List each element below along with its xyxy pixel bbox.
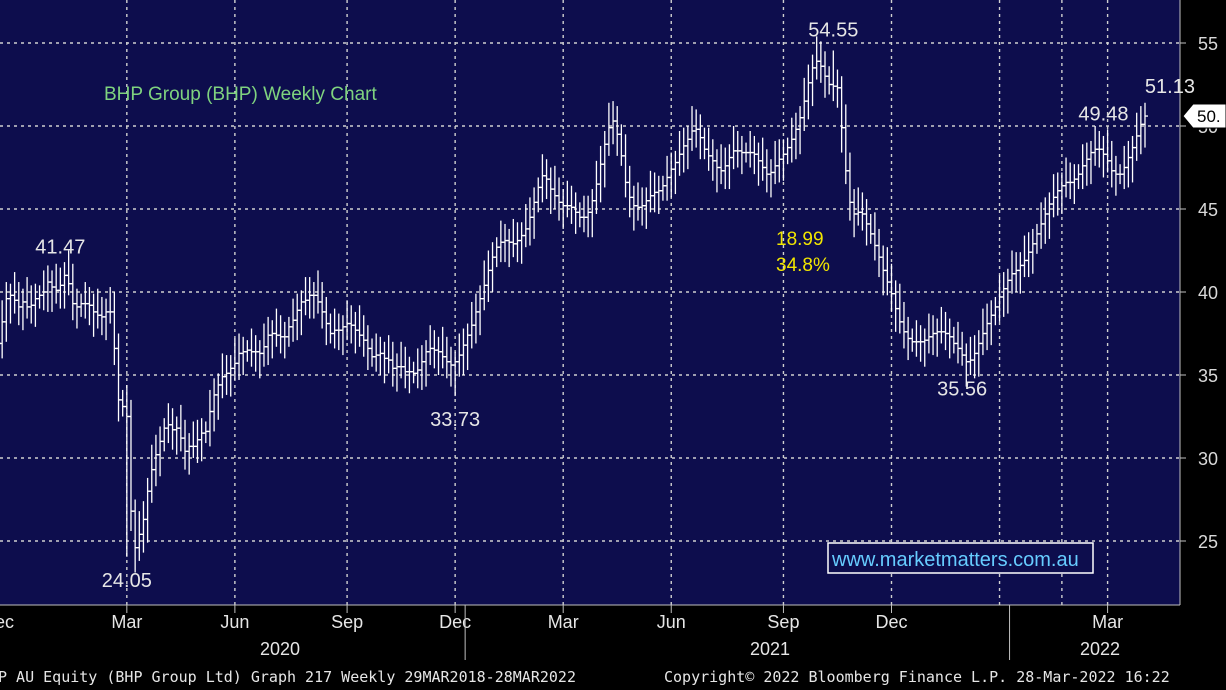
year-label: 2020 — [260, 639, 300, 659]
price-annotation: 41.47 — [35, 237, 85, 259]
x-tick-label: Mar — [1092, 612, 1123, 632]
price-bars — [0, 36, 1148, 573]
last-price-label: 50. — [1197, 107, 1221, 126]
price-annotation: 51.13 — [1145, 76, 1195, 98]
watermark: www.marketmatters.com.au — [831, 549, 1079, 571]
year-label: 2022 — [1080, 639, 1120, 659]
plot-background — [0, 0, 1180, 605]
footer-right: Copyright© 2022 Bloomberg Finance L.P. 2… — [664, 668, 1170, 686]
move-annotation-percent: 34.8% — [776, 255, 830, 276]
price-annotation: 33.73 — [430, 409, 480, 431]
x-tick-label: Jun — [657, 612, 686, 632]
price-annotation: 35.56 — [937, 379, 987, 401]
chart-title: BHP Group (BHP) Weekly Chart — [104, 84, 377, 105]
watermark-box — [827, 542, 1094, 574]
y-tick-label: 35 — [1198, 366, 1218, 386]
y-tick-label: 45 — [1198, 200, 1218, 220]
footer-bar — [0, 663, 1226, 690]
price-annotation: 54.55 — [808, 19, 858, 41]
x-tick-label: Sep — [767, 612, 799, 632]
year-label: 2021 — [750, 639, 790, 659]
x-tick-label: Dec — [439, 612, 471, 632]
x-tick-label: Mar — [111, 612, 142, 632]
x-axis-labels: Dec Mar Jun Sep Dec Mar Jun Sep Dec Mar 2020 2021 20… — [0, 605, 1123, 660]
y-tick-label: 55 — [1198, 34, 1218, 54]
x-tick-label: Dec — [875, 612, 907, 632]
price-annotations: 41.47 24.05 33.73 54.55 35.56 49.48 51.13 — [35, 19, 1195, 591]
x-tick-label: Sep — [331, 612, 363, 632]
y-tick-label: 30 — [1198, 449, 1218, 469]
price-annotation: 49.48 — [1078, 104, 1128, 126]
x-tick-label: Mar — [548, 612, 579, 632]
footer-left: P AU Equity (BHP Group Ltd) Graph 217 We… — [0, 668, 576, 686]
x-tick-label: Jun — [220, 612, 249, 632]
x-tick-label: Dec — [0, 612, 14, 632]
last-price-marker: 50. — [1182, 103, 1226, 129]
y-tick-label: 40 — [1198, 283, 1218, 303]
move-annotation-points: 18.99 — [776, 229, 824, 250]
y-tick-label: 25 — [1198, 532, 1218, 552]
price-annotation: 24.05 — [102, 570, 152, 592]
ohlc-bar — [1142, 102, 1148, 148]
